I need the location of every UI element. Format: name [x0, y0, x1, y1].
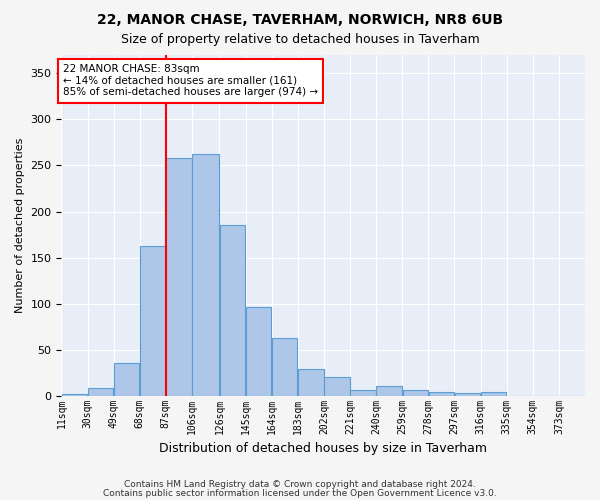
X-axis label: Distribution of detached houses by size in Taverham: Distribution of detached houses by size …: [159, 442, 487, 455]
Text: 22 MANOR CHASE: 83sqm
← 14% of detached houses are smaller (161)
85% of semi-det: 22 MANOR CHASE: 83sqm ← 14% of detached …: [63, 64, 318, 98]
Bar: [350, 390, 376, 396]
Bar: [324, 377, 350, 396]
Bar: [403, 390, 428, 396]
Text: 22, MANOR CHASE, TAVERHAM, NORWICH, NR8 6UB: 22, MANOR CHASE, TAVERHAM, NORWICH, NR8 …: [97, 12, 503, 26]
Bar: [272, 338, 298, 396]
Bar: [298, 369, 323, 396]
Bar: [481, 392, 506, 396]
Bar: [428, 392, 454, 396]
Text: Contains HM Land Registry data © Crown copyright and database right 2024.: Contains HM Land Registry data © Crown c…: [124, 480, 476, 489]
Bar: [455, 393, 480, 396]
Text: Size of property relative to detached houses in Taverham: Size of property relative to detached ho…: [121, 32, 479, 46]
Bar: [376, 386, 402, 396]
Bar: [88, 388, 113, 396]
Bar: [62, 394, 87, 396]
Text: Contains public sector information licensed under the Open Government Licence v3: Contains public sector information licen…: [103, 489, 497, 498]
Bar: [246, 308, 271, 396]
Bar: [114, 364, 139, 396]
Bar: [220, 226, 245, 396]
Bar: [140, 246, 166, 396]
Bar: [166, 158, 191, 396]
Bar: [193, 154, 219, 396]
Y-axis label: Number of detached properties: Number of detached properties: [15, 138, 25, 313]
